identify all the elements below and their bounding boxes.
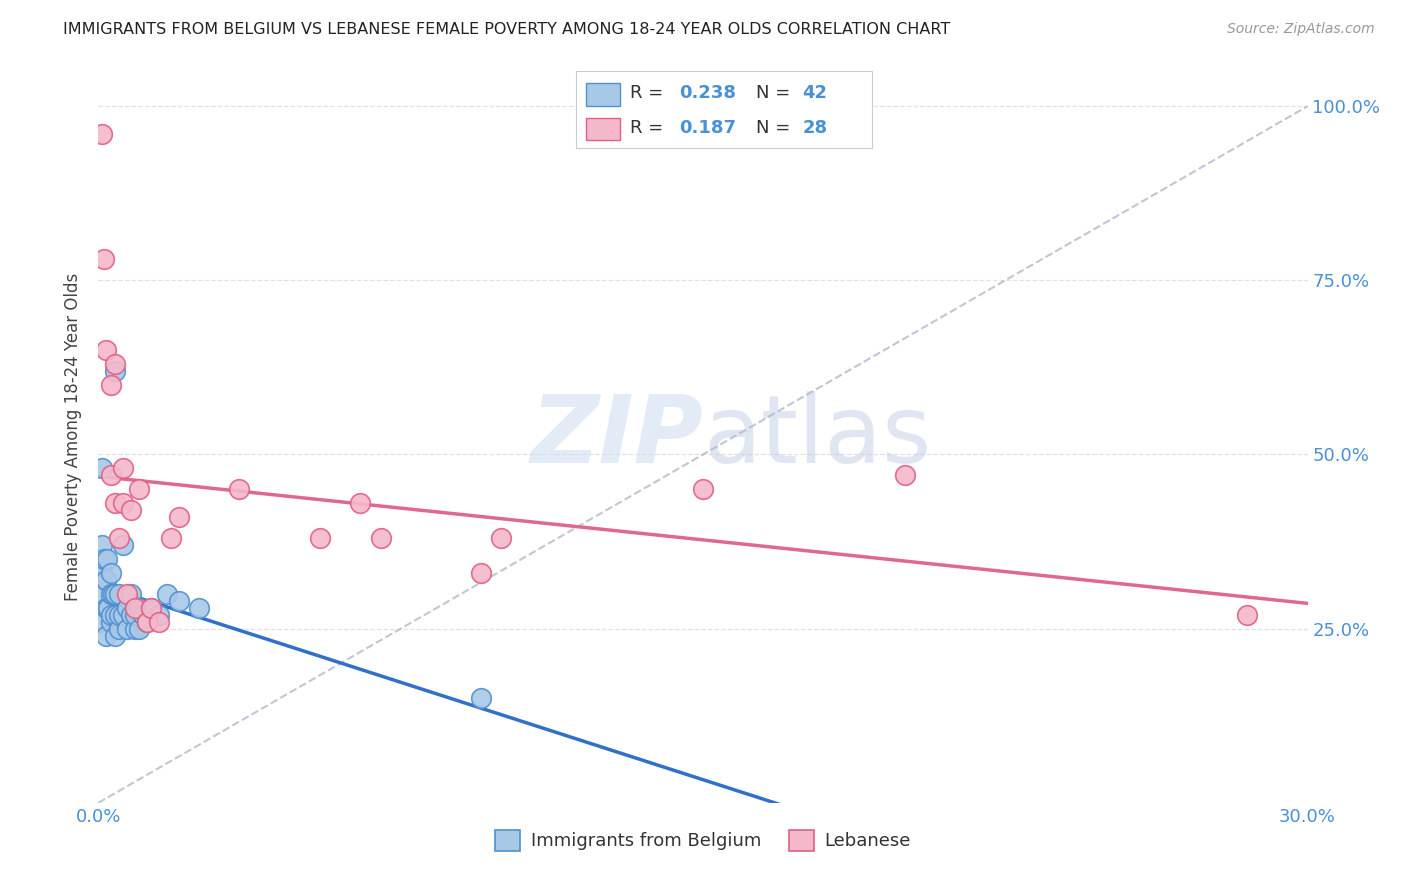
- Text: IMMIGRANTS FROM BELGIUM VS LEBANESE FEMALE POVERTY AMONG 18-24 YEAR OLDS CORRELA: IMMIGRANTS FROM BELGIUM VS LEBANESE FEMA…: [63, 22, 950, 37]
- Point: [124, 622, 146, 636]
- Point: [148, 607, 170, 622]
- Point: [115, 587, 138, 601]
- Point: [103, 607, 125, 622]
- Point: [93, 252, 115, 267]
- Point: [107, 587, 129, 601]
- Point: [93, 552, 115, 566]
- Point: [100, 468, 122, 483]
- Point: [124, 607, 146, 622]
- Point: [167, 594, 190, 608]
- Point: [167, 510, 190, 524]
- Point: [101, 587, 124, 601]
- Point: [160, 531, 183, 545]
- FancyBboxPatch shape: [586, 118, 620, 140]
- Point: [91, 587, 114, 601]
- Point: [100, 607, 122, 622]
- Point: [120, 607, 142, 622]
- Point: [156, 587, 179, 601]
- Point: [692, 483, 714, 497]
- Point: [148, 615, 170, 629]
- Point: [349, 496, 371, 510]
- Point: [111, 607, 134, 622]
- Point: [893, 468, 915, 483]
- Text: 42: 42: [803, 84, 827, 102]
- Point: [132, 607, 155, 622]
- Point: [97, 600, 120, 615]
- Point: [96, 343, 118, 357]
- Point: [96, 600, 118, 615]
- Y-axis label: Female Poverty Among 18-24 Year Olds: Female Poverty Among 18-24 Year Olds: [65, 273, 83, 601]
- Point: [104, 364, 127, 378]
- Point: [96, 552, 118, 566]
- Point: [96, 629, 118, 643]
- Point: [135, 615, 157, 629]
- Point: [124, 600, 146, 615]
- FancyBboxPatch shape: [586, 83, 620, 106]
- Text: 0.238: 0.238: [679, 84, 735, 102]
- Point: [470, 691, 492, 706]
- Point: [94, 573, 117, 587]
- Text: Source: ZipAtlas.com: Source: ZipAtlas.com: [1227, 22, 1375, 37]
- Point: [96, 573, 118, 587]
- Point: [91, 538, 114, 552]
- Point: [100, 615, 122, 629]
- Point: [309, 531, 332, 545]
- Text: 0.187: 0.187: [679, 120, 735, 137]
- Point: [228, 483, 250, 497]
- Point: [89, 615, 111, 629]
- Point: [115, 622, 138, 636]
- Point: [103, 357, 125, 371]
- Point: [370, 531, 392, 545]
- Point: [128, 483, 150, 497]
- Point: [91, 461, 114, 475]
- Point: [107, 622, 129, 636]
- Point: [120, 587, 142, 601]
- Point: [491, 531, 513, 545]
- Point: [107, 531, 129, 545]
- Text: ZIP: ZIP: [530, 391, 703, 483]
- Point: [107, 607, 129, 622]
- Text: N =: N =: [756, 120, 796, 137]
- Point: [120, 503, 142, 517]
- Text: 28: 28: [803, 120, 827, 137]
- Point: [111, 461, 134, 475]
- Point: [470, 566, 492, 580]
- Point: [100, 587, 122, 601]
- Point: [139, 600, 162, 615]
- Point: [111, 538, 134, 552]
- Point: [100, 566, 122, 580]
- Text: R =: R =: [630, 120, 669, 137]
- Point: [128, 622, 150, 636]
- Point: [103, 496, 125, 510]
- Text: atlas: atlas: [703, 391, 931, 483]
- Point: [91, 127, 114, 141]
- Text: N =: N =: [756, 84, 796, 102]
- Point: [188, 600, 211, 615]
- Point: [103, 629, 125, 643]
- Point: [115, 600, 138, 615]
- Point: [1236, 607, 1258, 622]
- Point: [139, 600, 162, 615]
- Point: [90, 566, 112, 580]
- Text: R =: R =: [630, 84, 669, 102]
- Legend: Immigrants from Belgium, Lebanese: Immigrants from Belgium, Lebanese: [486, 821, 920, 860]
- Point: [103, 587, 125, 601]
- FancyBboxPatch shape: [576, 71, 872, 148]
- Point: [111, 496, 134, 510]
- Point: [135, 615, 157, 629]
- Point: [100, 377, 122, 392]
- Point: [128, 600, 150, 615]
